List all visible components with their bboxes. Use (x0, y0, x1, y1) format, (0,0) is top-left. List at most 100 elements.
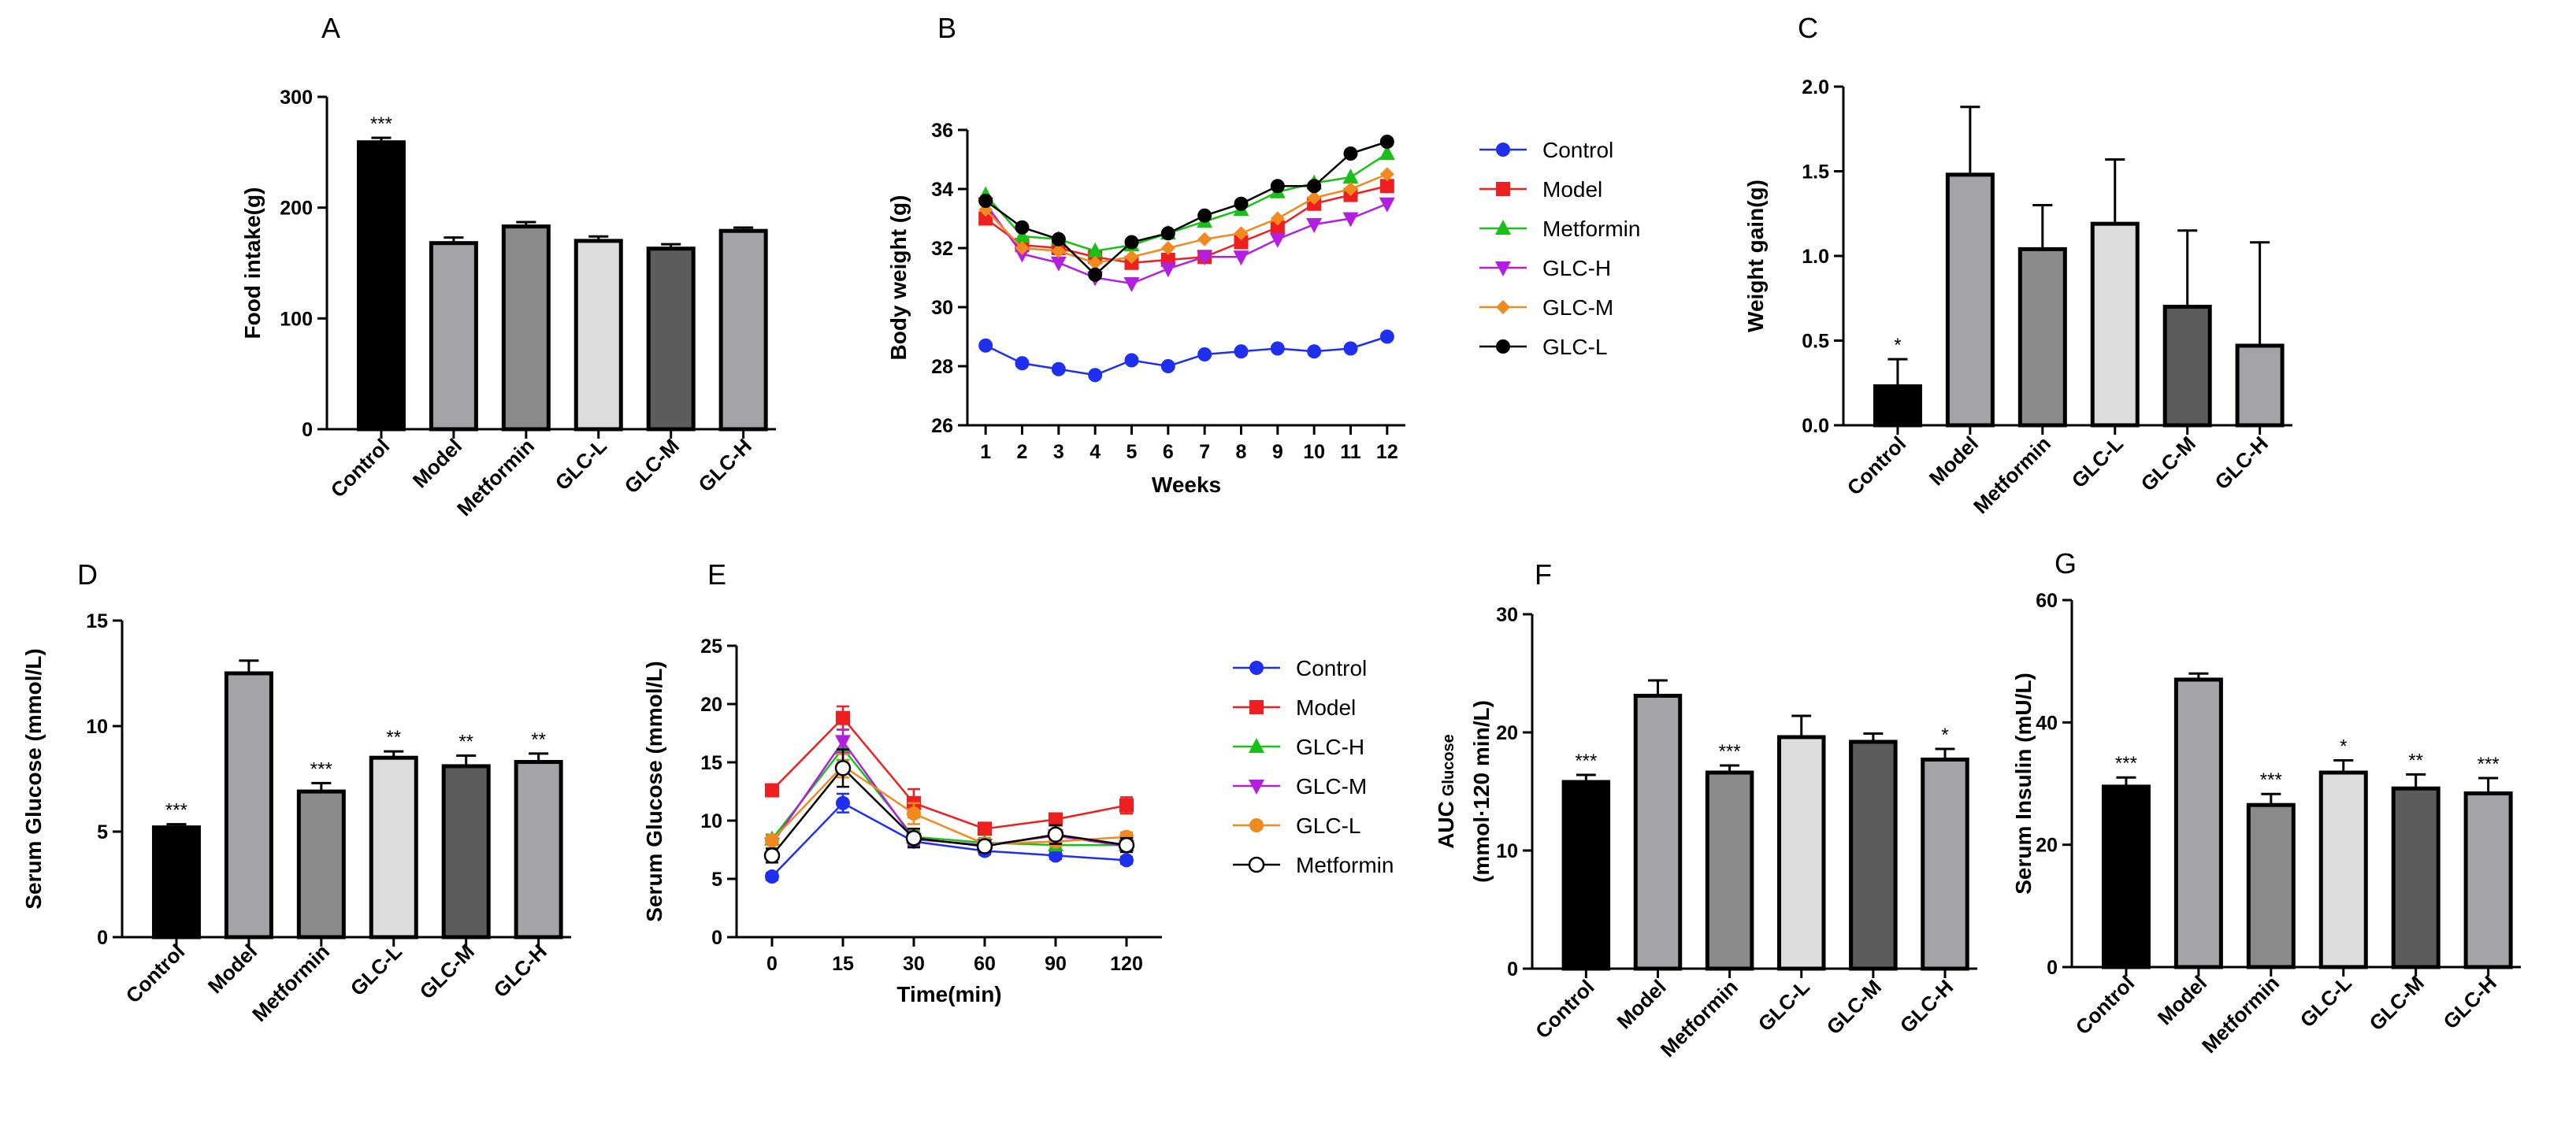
series-line (771, 716, 1127, 830)
data-point (1160, 226, 1175, 241)
data-point (1119, 798, 1134, 813)
significance-mark: ** (531, 729, 546, 751)
series-glc-m (978, 167, 1394, 270)
bar-model (2173, 677, 2223, 969)
x-tick-label: 4 (1089, 441, 1101, 463)
data-point (1050, 256, 1067, 272)
category-label: GLC-M (414, 940, 478, 1003)
panel-label: E (707, 558, 726, 591)
category-label: GLC-M (2136, 432, 2199, 495)
data-point (1379, 197, 1395, 213)
x-tick-label: 11 (1340, 441, 1361, 463)
category-label: GLC-M (2364, 971, 2428, 1035)
y-tick-label: 10 (1496, 840, 1518, 862)
data-point (1343, 341, 1358, 356)
y-tick-label: 200 (280, 198, 313, 220)
data-point (1087, 242, 1104, 258)
data-point (1051, 232, 1066, 246)
series-line (985, 140, 1388, 276)
data-point (1343, 146, 1358, 161)
category-label: GLC-L (551, 434, 611, 495)
x-tick-label: 8 (1236, 441, 1247, 463)
series-line (771, 764, 1127, 845)
data-point (1307, 179, 1322, 194)
legend-entry: Model (1296, 695, 1356, 720)
significance-mark: ** (2408, 750, 2423, 771)
y-tick-label: 30 (931, 297, 953, 319)
data-point (1047, 826, 1064, 843)
data-point (1015, 356, 1030, 371)
category-label: Control (326, 434, 395, 502)
data-point (976, 838, 993, 854)
legend-entry: GLC-H (1296, 735, 1364, 759)
y-tick-label: 30 (1496, 604, 1518, 626)
y-tick-label: 34 (931, 179, 953, 201)
bar-glc-m (2162, 305, 2212, 428)
category-label: GLC-L (2067, 432, 2128, 492)
y-tick-label: 1.0 (1802, 246, 1829, 268)
data-point (1118, 836, 1135, 854)
category-label: Metformin (1656, 975, 1743, 1062)
y-tick-label: 20 (1496, 722, 1518, 744)
bar-control (151, 825, 201, 940)
x-tick-label: 5 (1127, 441, 1138, 463)
data-point (907, 806, 921, 821)
y-tick-label: 10 (700, 810, 722, 832)
significance-mark: *** (165, 800, 187, 821)
data-point (1270, 220, 1285, 235)
data-point (1197, 347, 1212, 361)
y-tick-label: 60 (2036, 590, 2058, 612)
data-point (1234, 235, 1249, 250)
panel-label: G (2054, 547, 2077, 580)
data-point (1124, 235, 1139, 250)
data-point (1379, 167, 1394, 182)
y-tick-label: 0 (711, 927, 722, 949)
series-glc-l (765, 753, 1134, 851)
category-label: Control (121, 940, 190, 1008)
significance-mark: *** (310, 758, 332, 780)
data-point (835, 735, 851, 751)
panel-label: B (937, 12, 956, 44)
data-point (1343, 182, 1358, 196)
data-point (905, 829, 922, 847)
category-label: GLC-H (2438, 971, 2500, 1033)
bar-glc-l (1776, 735, 1826, 971)
x-tick-label: 90 (1045, 953, 1067, 975)
data-point (1088, 255, 1103, 270)
y-axis-title-subscript: Glucose (1440, 734, 1457, 796)
legend-entry: Metformin (1542, 217, 1640, 241)
significance-mark: * (1941, 725, 1948, 746)
x-tick-label: 10 (1303, 441, 1325, 463)
significance-mark: *** (2115, 753, 2137, 774)
series-line (771, 766, 1127, 857)
data-point (1379, 135, 1394, 149)
bar-glc-h (514, 760, 563, 940)
bar-metformin (501, 224, 551, 432)
y-tick-label: 0 (302, 419, 313, 441)
significance-mark: *** (2260, 769, 2282, 791)
y-tick-label: 36 (931, 120, 953, 142)
y-axis-title-units: (mmol·120 min/L) (1469, 700, 1494, 883)
bar-metformin (2017, 246, 2067, 428)
bar-control (2101, 784, 2151, 969)
category-label: GLC-H (2210, 432, 2272, 494)
data-point (978, 211, 993, 226)
data-point (1015, 220, 1030, 235)
y-tick-label: 0 (1507, 958, 1518, 980)
series-line (985, 173, 1388, 265)
y-axis-title: Serum Insulin (mU/L) (2011, 673, 2036, 895)
category-label: GLC-H (693, 434, 755, 496)
y-axis-title: Serum Glucose (mmol/L) (642, 661, 666, 921)
data-point (1306, 218, 1323, 233)
category-label: GLC-L (346, 940, 406, 1000)
legend-entry: Control (1542, 138, 1613, 162)
data-point (765, 869, 779, 884)
bar-glc-m (646, 246, 696, 432)
x-tick-label: 1 (980, 441, 991, 463)
data-point (1160, 241, 1175, 255)
data-point (834, 760, 852, 776)
significance-mark: *** (370, 113, 392, 135)
data-point (1051, 243, 1066, 258)
series-metformin (763, 748, 1135, 864)
